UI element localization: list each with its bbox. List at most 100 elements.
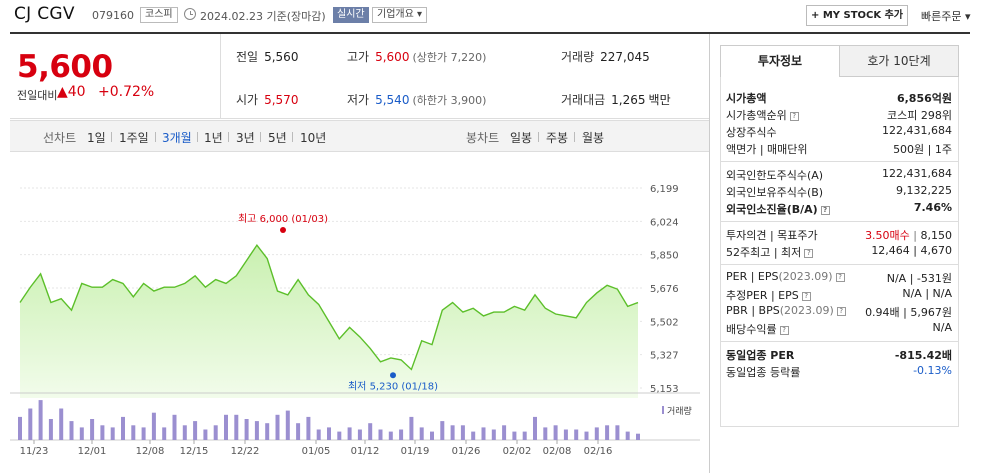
x-tick-label: 01/19	[401, 446, 430, 457]
stock-name: CJ CGV	[14, 4, 75, 24]
date-label: 2024.02.23 기준(장마감)	[200, 10, 326, 23]
volume-bar	[182, 425, 187, 440]
volume-bar	[574, 429, 579, 440]
current-price: 5,600	[17, 49, 113, 85]
volume-bar	[100, 425, 105, 440]
market-cap-row: 시가총액 6,856억원	[726, 92, 952, 105]
volume-bar	[285, 410, 290, 440]
low-price: 저가 5,540 (하한가 3,900)	[347, 93, 487, 107]
help-icon: ?	[835, 273, 845, 282]
opinion-row: 투자의견 | 목표주가 3.50매수 | 8,150	[726, 229, 952, 242]
corp-info-dropdown[interactable]: 기업개요 ▾	[372, 7, 427, 23]
price-chart[interactable]: 6,199 6,024 5,850 5,676 5,502 5,327 5,153 최고 6,…	[10, 170, 700, 473]
stock-header: CJ CGV 079160 코스피 2024.02.23 기준(장마감) 실시간…	[0, 0, 984, 30]
period-10y[interactable]: 10년	[300, 131, 327, 145]
stock-code: 079160	[92, 9, 134, 22]
period-1y[interactable]: 1년	[204, 131, 223, 145]
market-badge: 코스피	[140, 7, 178, 23]
tab-invest-info[interactable]: 투자정보	[720, 45, 840, 77]
volume-bar	[18, 416, 22, 440]
x-tick-label: 02/16	[584, 446, 613, 457]
tab-hoga-10[interactable]: 호가 10단계	[839, 45, 959, 77]
clock-icon	[184, 8, 196, 20]
realtime-badge[interactable]: 실시간	[333, 7, 369, 23]
foreign-limit-row: 외국인한도주식수(A) 122,431,684	[726, 167, 952, 182]
market-cap-rank-row: 시가총액순위? 코스피 298위	[726, 109, 952, 122]
open-price: 시가 5,570	[236, 93, 299, 107]
volume-bar	[357, 429, 362, 440]
period-3m[interactable]: 3개월	[162, 131, 192, 145]
volume-bar	[203, 429, 208, 440]
candle-weekly[interactable]: 주봉	[546, 131, 569, 145]
help-icon: ?	[779, 326, 789, 335]
volume-bar	[491, 429, 496, 440]
period-3y[interactable]: 3년	[236, 131, 255, 145]
period-5y[interactable]: 5년	[268, 131, 287, 145]
high-marker	[280, 227, 286, 234]
volume-bar	[378, 429, 383, 440]
volume: 거래량 227,045	[561, 50, 650, 64]
period-1w[interactable]: 1주일	[119, 131, 149, 145]
add-mystock-button[interactable]: + MY STOCK 추가	[806, 5, 908, 26]
foreign-ratio-row: 외국인소진율(B/A)? 7.46%	[726, 201, 952, 216]
change-percent: +0.72%	[98, 84, 155, 100]
volume-bar	[481, 427, 486, 440]
volume-bar	[265, 423, 270, 440]
volume-bar	[419, 427, 424, 440]
est-per-eps-row: 추정PER | EPS? N/A | N/A	[726, 287, 952, 302]
volume-bar	[522, 431, 527, 440]
volume-bar	[430, 431, 434, 440]
invest-panel: 투자정보 호가 10단계 시가총액 6,856억원 시가총액순위? 코스피 29…	[720, 45, 959, 427]
volume-bar	[316, 429, 321, 440]
divider	[220, 34, 221, 119]
industry-rate-row: 동일업종 등락률 -0.13%	[726, 364, 952, 379]
invest-info-box: 시가총액 6,856억원 시가총액순위? 코스피 298위 상장주식수 122,…	[720, 77, 959, 427]
period-1d[interactable]: 1일	[87, 131, 106, 145]
volume-bar	[399, 429, 404, 440]
volume-bar	[59, 408, 64, 440]
price-line	[19, 243, 639, 371]
x-tick-label: 01/12	[351, 446, 380, 457]
volume-bar	[79, 427, 84, 440]
volume-bar	[533, 416, 537, 440]
low-marker	[390, 372, 396, 379]
volume-bar	[193, 421, 198, 440]
x-tick-label: 01/05	[302, 446, 331, 457]
divider	[709, 34, 710, 473]
volume-bar	[512, 431, 517, 440]
volume-bar	[636, 433, 640, 440]
prev-close: 전일 5,560	[236, 50, 299, 64]
dividend-row: 배당수익률? N/A	[726, 321, 952, 336]
help-icon: ?	[801, 292, 811, 301]
volume-bar	[306, 416, 311, 440]
candle-monthly[interactable]: 월봉	[582, 131, 605, 145]
volume-bar	[553, 425, 558, 440]
candle-chart-label: 봉차트	[466, 131, 500, 145]
change-value: ▲40	[57, 84, 86, 100]
volume-legend-icon	[662, 406, 664, 414]
y-tick-label: 5,502	[650, 317, 679, 328]
volume-bar	[327, 427, 331, 440]
quick-order-dropdown[interactable]: 빠른주문 ▾	[921, 10, 971, 23]
x-tick-label: 12/08	[136, 446, 165, 457]
foreign-hold-row: 외국인보유주식수(B) 9,132,225	[726, 184, 952, 199]
x-tick-label: 11/23	[20, 446, 49, 457]
help-icon: ?	[804, 249, 814, 258]
y-tick-label: 5,850	[650, 251, 679, 262]
trade-amount: 거래대금 1,265 백만	[561, 93, 671, 107]
volume-bar	[28, 408, 33, 440]
volume-bar	[296, 423, 301, 440]
price-summary: 5,600 전일대비 ▲40 +0.72% 전일 5,560 고가 5,600 (상한…	[10, 34, 709, 119]
volume-bar	[471, 431, 476, 440]
volume-bar	[347, 427, 352, 440]
volume-bar	[110, 427, 115, 440]
volume-bar	[275, 414, 280, 440]
candle-daily[interactable]: 일봉	[510, 131, 533, 145]
volume-bar	[605, 425, 610, 440]
volume-bar	[151, 412, 156, 440]
volume-bar	[141, 427, 146, 440]
volume-bar	[131, 425, 136, 440]
period-toolbar: 선차트 1일 1주일 3개월 1년 3년 5년 10년 봉차트 일봉 주봉 월봉	[10, 120, 709, 152]
divider	[10, 32, 970, 34]
low-label: 최저 5,230 (01/18)	[348, 380, 438, 392]
